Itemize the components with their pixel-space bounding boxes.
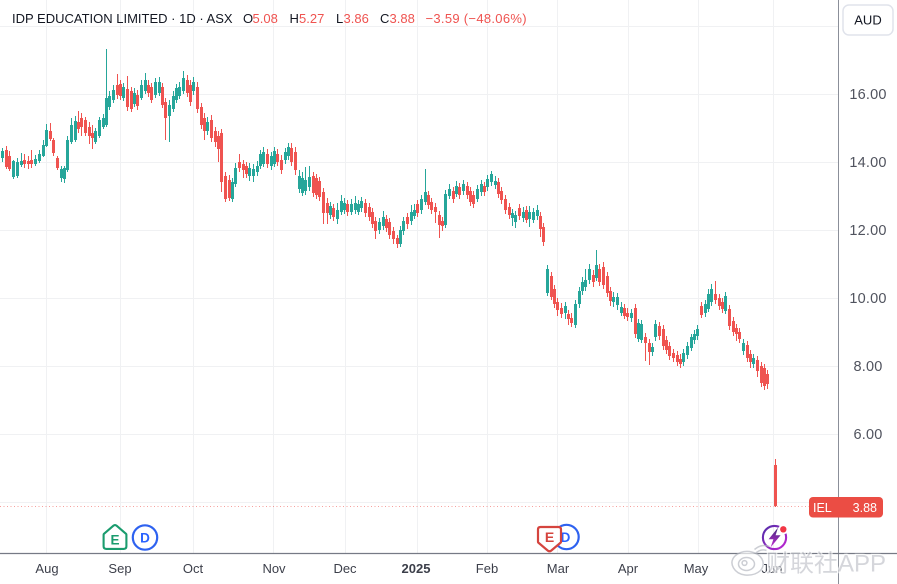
- svg-text:3.88: 3.88: [853, 501, 877, 515]
- svg-text:O: O: [243, 11, 253, 26]
- svg-text:5.08: 5.08: [253, 11, 278, 26]
- svg-text:10.00: 10.00: [849, 291, 886, 307]
- svg-text:16.00: 16.00: [849, 87, 886, 103]
- svg-text:E: E: [110, 533, 119, 548]
- svg-text:Oct: Oct: [183, 561, 204, 576]
- svg-text:−3.59 (−48.06%): −3.59 (−48.06%): [426, 11, 527, 26]
- svg-text:L: L: [336, 11, 343, 26]
- svg-text:C: C: [380, 11, 389, 26]
- svg-text:Dec: Dec: [333, 561, 357, 576]
- svg-text:8.00: 8.00: [853, 359, 882, 375]
- svg-text:12.00: 12.00: [849, 223, 886, 239]
- svg-text:IEL: IEL: [813, 501, 832, 515]
- svg-text:H: H: [290, 11, 299, 26]
- svg-text:IDP EDUCATION LIMITED · 1D · A: IDP EDUCATION LIMITED · 1D · ASX: [12, 11, 233, 26]
- svg-text:Sep: Sep: [108, 561, 131, 576]
- svg-text:Jun: Jun: [762, 561, 783, 576]
- svg-text:14.00: 14.00: [849, 155, 886, 171]
- svg-text:Apr: Apr: [618, 561, 639, 576]
- svg-text:Aug: Aug: [35, 561, 58, 576]
- svg-text:E: E: [545, 529, 554, 545]
- svg-text:D: D: [140, 531, 150, 546]
- svg-text:Mar: Mar: [547, 561, 570, 576]
- svg-text:3.86: 3.86: [344, 11, 369, 26]
- svg-text:5.27: 5.27: [299, 11, 324, 26]
- svg-text:D: D: [561, 530, 571, 545]
- svg-text:财联社APP: 财联社APP: [766, 551, 886, 578]
- svg-text:2025: 2025: [402, 561, 431, 576]
- svg-text:AUD: AUD: [854, 13, 881, 28]
- svg-text:Feb: Feb: [476, 561, 498, 576]
- svg-text:May: May: [684, 561, 709, 576]
- svg-text:6.00: 6.00: [853, 427, 882, 443]
- svg-text:Nov: Nov: [262, 561, 286, 576]
- svg-text:3.88: 3.88: [390, 11, 415, 26]
